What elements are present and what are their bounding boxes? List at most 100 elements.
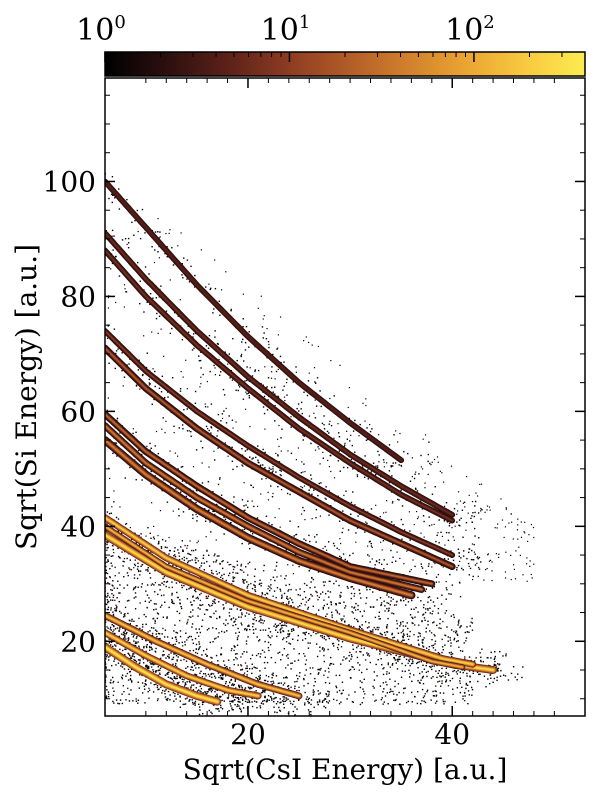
scatter-point xyxy=(149,646,151,649)
scatter-point xyxy=(417,639,419,641)
scatter-point xyxy=(257,459,259,461)
scatter-point xyxy=(171,592,173,595)
scatter-point xyxy=(211,602,214,605)
scatter-point xyxy=(247,590,249,592)
scatter-point xyxy=(397,660,399,662)
scatter-point xyxy=(251,687,253,689)
scatter-point xyxy=(290,686,292,688)
scatter-point xyxy=(451,653,454,655)
scatter-point xyxy=(464,692,466,694)
scatter-point xyxy=(215,610,217,612)
scatter-point xyxy=(294,714,296,716)
scatter-point xyxy=(187,636,189,639)
scatter-point xyxy=(328,635,330,638)
scatter-point xyxy=(230,705,232,707)
scatter-point xyxy=(113,551,115,554)
scatter-point xyxy=(173,311,176,314)
scatter-point xyxy=(330,611,333,614)
scatter-point xyxy=(407,627,409,630)
scatter-point xyxy=(272,466,274,468)
scatter-point xyxy=(434,486,436,488)
scatter-point xyxy=(111,624,113,626)
scatter-point xyxy=(369,606,372,608)
scatter-point xyxy=(138,534,140,537)
scatter-point xyxy=(157,665,159,668)
scatter-point xyxy=(353,606,356,608)
scatter-point xyxy=(414,473,416,475)
scatter-point xyxy=(394,699,397,702)
colorbar-tick-label: 102 xyxy=(445,12,495,48)
scatter-point xyxy=(186,278,188,280)
scatter-point xyxy=(329,397,331,400)
scatter-point xyxy=(261,582,263,584)
scatter-point xyxy=(433,695,436,697)
scatter-point xyxy=(184,703,187,705)
scatter-point xyxy=(435,695,437,697)
scatter-point xyxy=(408,659,410,661)
scatter-point xyxy=(162,577,164,580)
scatter-point xyxy=(155,670,158,672)
scatter-point xyxy=(425,671,428,674)
scatter-point xyxy=(243,674,245,676)
scatter-point xyxy=(427,565,430,567)
scatter-point xyxy=(137,641,139,643)
scatter-point xyxy=(432,647,435,649)
scatter-point xyxy=(413,523,415,526)
scatter-point xyxy=(109,576,111,578)
scatter-point xyxy=(248,701,251,704)
scatter-point xyxy=(208,283,210,285)
scatter-point xyxy=(208,675,211,677)
scatter-point xyxy=(429,665,431,668)
scatter-point xyxy=(139,302,141,305)
scatter-point xyxy=(249,688,251,690)
scatter-point xyxy=(348,669,351,672)
scatter-point xyxy=(463,642,465,644)
scatter-point xyxy=(240,656,242,658)
scatter-point xyxy=(108,512,111,515)
scatter-point xyxy=(387,663,389,666)
scatter-point xyxy=(342,659,344,661)
scatter-point xyxy=(494,660,496,663)
scatter-point xyxy=(165,657,167,659)
scatter-point xyxy=(514,676,516,678)
scatter-point xyxy=(220,695,222,698)
scatter-point xyxy=(466,684,469,687)
scatter-point xyxy=(153,398,155,401)
scatter-point xyxy=(224,351,226,353)
scatter-point xyxy=(463,669,466,672)
scatter-point xyxy=(246,393,248,395)
scatter-point xyxy=(302,639,304,641)
scatter-point xyxy=(157,231,159,233)
scatter-point xyxy=(184,684,186,686)
scatter-point xyxy=(248,625,250,627)
scatter-point xyxy=(168,606,170,609)
scatter-point xyxy=(144,702,146,704)
scatter-point xyxy=(173,700,175,702)
scatter-point xyxy=(285,575,287,577)
scatter-point xyxy=(423,700,425,702)
scatter-point xyxy=(464,658,466,660)
scatter-point xyxy=(284,700,287,703)
scatter-point xyxy=(392,543,394,545)
scatter-point xyxy=(219,576,222,579)
scatter-point xyxy=(403,599,405,602)
scatter-point xyxy=(477,566,480,569)
scatter-point xyxy=(138,359,140,361)
scatter-point xyxy=(447,636,449,638)
scatter-point xyxy=(388,607,390,610)
scatter-point xyxy=(205,648,208,650)
scatter-point xyxy=(182,680,184,683)
scatter-point xyxy=(211,676,213,679)
scatter-point xyxy=(473,543,475,546)
scatter-point xyxy=(253,505,255,508)
scatter-point xyxy=(166,501,169,503)
scatter-point xyxy=(238,616,240,618)
scatter-point xyxy=(151,502,153,504)
scatter-point xyxy=(444,676,446,678)
scatter-point xyxy=(164,396,166,399)
scatter-point xyxy=(244,349,247,351)
scatter-point xyxy=(231,694,233,697)
scatter-point xyxy=(472,511,474,514)
scatter-point xyxy=(347,587,349,589)
scatter-point xyxy=(128,599,130,602)
